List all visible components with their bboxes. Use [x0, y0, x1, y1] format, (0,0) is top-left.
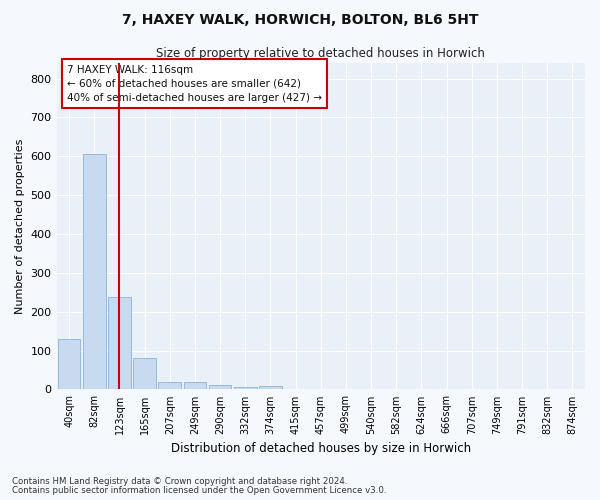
Bar — [58, 339, 80, 390]
X-axis label: Distribution of detached houses by size in Horwich: Distribution of detached houses by size … — [171, 442, 471, 455]
Bar — [83, 154, 106, 390]
Text: Contains HM Land Registry data © Crown copyright and database right 2024.: Contains HM Land Registry data © Crown c… — [12, 477, 347, 486]
Bar — [184, 382, 206, 390]
Text: Contains public sector information licensed under the Open Government Licence v3: Contains public sector information licen… — [12, 486, 386, 495]
Bar — [259, 386, 282, 390]
Bar — [133, 358, 156, 390]
Bar — [234, 386, 257, 390]
Bar — [158, 382, 181, 390]
Bar — [108, 297, 131, 390]
Y-axis label: Number of detached properties: Number of detached properties — [15, 138, 25, 314]
Title: Size of property relative to detached houses in Horwich: Size of property relative to detached ho… — [157, 48, 485, 60]
Text: 7 HAXEY WALK: 116sqm
← 60% of detached houses are smaller (642)
40% of semi-deta: 7 HAXEY WALK: 116sqm ← 60% of detached h… — [67, 64, 322, 102]
Bar — [209, 385, 232, 390]
Text: 7, HAXEY WALK, HORWICH, BOLTON, BL6 5HT: 7, HAXEY WALK, HORWICH, BOLTON, BL6 5HT — [122, 12, 478, 26]
